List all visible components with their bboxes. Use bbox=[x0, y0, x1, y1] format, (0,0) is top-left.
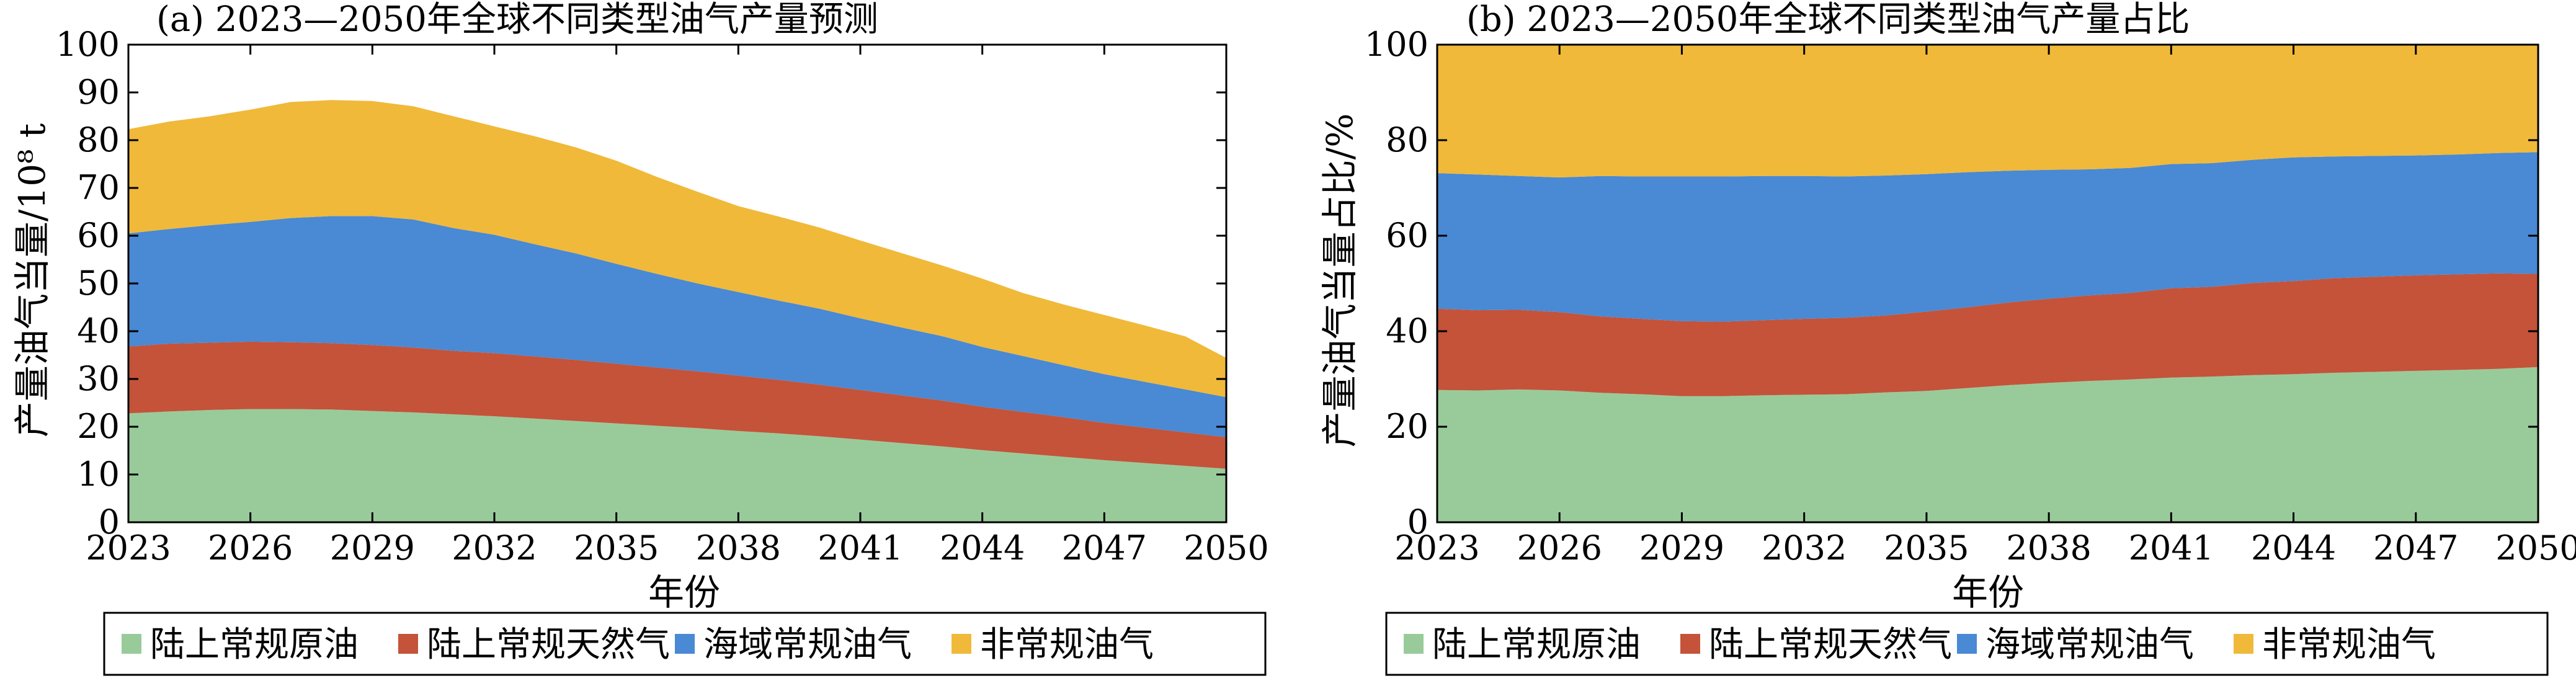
panel-b-xlabel: 年份 bbox=[1952, 571, 2024, 613]
panel-b-ytick-label: 0 bbox=[1407, 502, 1428, 541]
panel-a-area-6d7757df5e3889c46cb96c14 bbox=[128, 216, 1226, 437]
panel-a-xtick-label: 2026 bbox=[208, 528, 293, 568]
panel-a-legend-swatch-96464e0a5e3889c4592971366c14 bbox=[398, 634, 418, 654]
panel-b-ylabel: 产量油气当量占比/% bbox=[1319, 114, 1361, 448]
panel-b-legend-swatch-96464e0a5e3889c4539f6cb9 bbox=[1404, 634, 1424, 654]
panel-b-xtick-label: 2044 bbox=[2251, 528, 2336, 568]
panel-b-xtick-label: 2050 bbox=[2495, 528, 2576, 568]
panel-a-ytick-label: 90 bbox=[77, 73, 120, 112]
panel-b-xtick-label: 2032 bbox=[1762, 528, 1847, 568]
panel-a-area-975e5e3889c46cb96c14 bbox=[128, 100, 1226, 398]
panel-a-title: (a) 2023—2050年全球不同类型油气产量预测 bbox=[156, 0, 878, 40]
panel-a-ytick-label: 70 bbox=[77, 168, 120, 207]
panel-b-ytick-label: 40 bbox=[1386, 311, 1428, 350]
panel-a-xtick-label: 2032 bbox=[452, 528, 537, 568]
panel-a-ytick-label: 40 bbox=[77, 311, 120, 350]
panel-a-xtick-label: 2029 bbox=[330, 528, 415, 568]
panel-a-ytick-label: 80 bbox=[77, 120, 120, 159]
panel-a-legend-swatch-6d7757df5e3889c46cb96c14 bbox=[675, 634, 695, 654]
panel-a-ytick-label: 10 bbox=[77, 455, 120, 494]
panel-a-legend-label-96464e0a5e3889c4592971366c14: 陆上常规天然气 bbox=[427, 625, 670, 665]
panel-a-labels: (a) 2023—2050年全球不同类型油气产量预测 年份 产量油气当量/10⁸… bbox=[11, 0, 878, 613]
panel-b-areas bbox=[1437, 45, 2538, 522]
panel-a-xtick-label: 2041 bbox=[818, 528, 902, 568]
panel-b-legend-label-6d7757df5e3889c46cb96c14: 海域常规油气 bbox=[1985, 625, 2194, 665]
panel-a-ytick-label: 30 bbox=[77, 359, 120, 398]
panel-a-legend-label-975e5e3889c46cb96c14: 非常规油气 bbox=[980, 625, 1154, 665]
panel-a-area-96464e0a5e3889c4539f6cb9 bbox=[128, 409, 1226, 522]
panel-b-ytick-label: 60 bbox=[1386, 216, 1428, 255]
panel-b-xtick-label: 2041 bbox=[2129, 528, 2214, 568]
panel-b-labels: (b) 2023—2050年全球不同类型油气产量占比 年份 产量油气当量占比/% bbox=[1319, 0, 2190, 613]
panel-b-legend-label-96464e0a5e3889c4592971366c14: 陆上常规天然气 bbox=[1709, 625, 1952, 665]
panel-b-xtick-label: 2026 bbox=[1517, 528, 1602, 568]
panel-a-legend-label-96464e0a5e3889c4539f6cb9: 陆上常规原油 bbox=[150, 625, 359, 665]
panel-a-ytick-label: 100 bbox=[56, 25, 120, 64]
panel-b-ytick-label: 100 bbox=[1365, 25, 1428, 64]
panel-b: 0 20 40 60 80 100 2023 2026 2029 2032 2035 2038 2041… bbox=[1319, 0, 2576, 676]
panel-a-area-96464e0a5e3889c4592971366c14 bbox=[128, 341, 1226, 469]
panel-b-legend-swatch-96464e0a5e3889c4592971366c14 bbox=[1680, 634, 1700, 654]
panel-b-legend: 陆上常规原油 陆上常规天然气 海域常规油气 非常规油气 bbox=[1385, 612, 2549, 676]
panel-a-ytick-label: 60 bbox=[77, 216, 120, 255]
panel-b-xtick-label: 2038 bbox=[2006, 528, 2091, 568]
panel-a-legend-label-6d7757df5e3889c46cb96c14: 海域常规油气 bbox=[703, 625, 912, 665]
panel-b-ytick-label: 80 bbox=[1386, 120, 1428, 159]
panel-a-ytick-label: 0 bbox=[99, 502, 120, 541]
panel-a-ytick-label: 20 bbox=[77, 407, 120, 446]
panel-b-legend-swatch-975e5e3889c46cb96c14 bbox=[2234, 634, 2253, 654]
panel-a-xtick-label: 2035 bbox=[574, 528, 659, 568]
panel-a-areas bbox=[128, 100, 1226, 522]
panel-b-area-975e5e3889c46cb96c14 bbox=[1437, 45, 2538, 178]
panel-b-legend-label-96464e0a5e3889c4539f6cb9: 陆上常规原油 bbox=[1432, 625, 1641, 665]
panel-a-legend-swatch-975e5e3889c46cb96c14 bbox=[952, 634, 971, 654]
panel-b-xtick-label: 2029 bbox=[1639, 528, 1724, 568]
panel-b-legend-label-975e5e3889c46cb96c14: 非常规油气 bbox=[2262, 625, 2436, 665]
panel-a-xtick-label: 2038 bbox=[696, 528, 781, 568]
panel-b-xtick-label: 2047 bbox=[2373, 528, 2458, 568]
panel-a-xtick-label: 2047 bbox=[1062, 528, 1147, 568]
panel-b-title: (b) 2023—2050年全球不同类型油气产量占比 bbox=[1466, 0, 2190, 40]
panel-a: 0 10 20 30 40 50 60 70 80 90 100 2023 2026 2029 2032 20… bbox=[11, 0, 1269, 676]
panel-b-area-96464e0a5e3889c4592971366c14 bbox=[1437, 273, 2538, 396]
panel-b-area-96464e0a5e3889c4539f6cb9 bbox=[1437, 367, 2538, 522]
panel-b-area-6d7757df5e3889c46cb96c14 bbox=[1437, 152, 2538, 322]
panel-b-xtick-label: 2035 bbox=[1884, 528, 1969, 568]
panel-a-xtick-label: 2044 bbox=[940, 528, 1025, 568]
panel-a-xtick-label: 2050 bbox=[1183, 528, 1268, 568]
panel-a-legend: 陆上常规原油 陆上常规天然气 海域常规油气 非常规油气 bbox=[103, 612, 1267, 676]
panel-b-legend-swatch-6d7757df5e3889c46cb96c14 bbox=[1957, 634, 1977, 654]
panel-b-axes: 0 20 40 60 80 100 2023 2026 2029 2032 2035 2038 2041… bbox=[1365, 25, 2576, 568]
panel-a-ylabel: 产量油气当量/10⁸ t bbox=[11, 123, 53, 437]
panel-b-ytick-label: 20 bbox=[1386, 407, 1428, 446]
panel-a-ytick-label: 50 bbox=[77, 264, 120, 303]
panel-a-xlabel: 年份 bbox=[648, 571, 720, 613]
panel-b-plot-frame bbox=[1436, 43, 2539, 523]
panel-a-xtick-label: 2023 bbox=[86, 528, 171, 568]
panel-a-legend-swatch-96464e0a5e3889c4539f6cb9 bbox=[122, 634, 141, 654]
panel-b-xtick-label: 2023 bbox=[1394, 528, 1479, 568]
panel-a-axes: 0 10 20 30 40 50 60 70 80 90 100 2023 2026 2029 2032 20… bbox=[56, 25, 1269, 568]
